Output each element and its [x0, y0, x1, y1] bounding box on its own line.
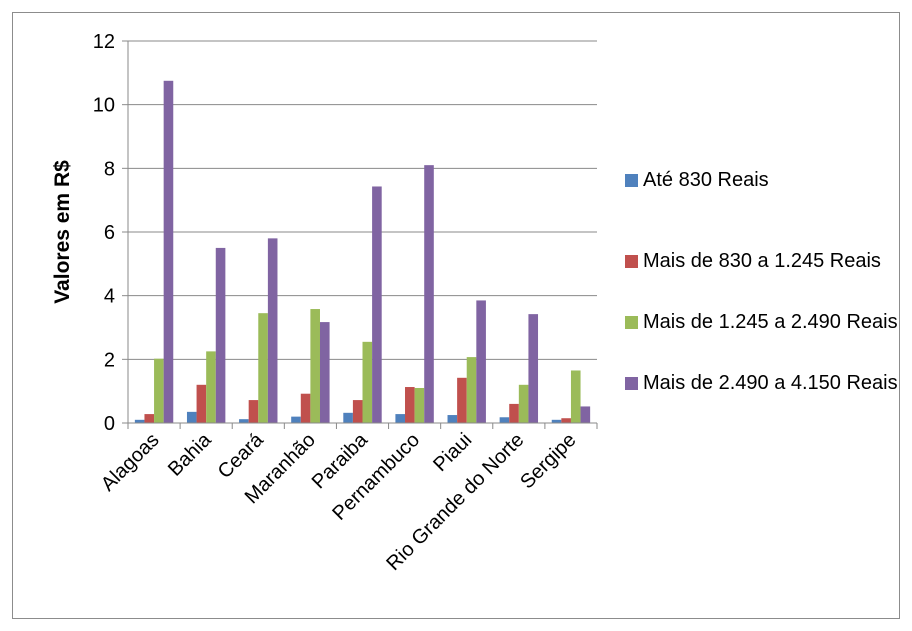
bar	[352, 400, 363, 423]
bar	[310, 309, 320, 423]
bar	[414, 387, 425, 423]
legend-label: Mais de 830 a 1.245 Reais	[643, 250, 881, 272]
chart-area	[12, 12, 900, 619]
legend-item: Mais de 1.245 a 2.490 Reais	[625, 307, 910, 337]
bar	[509, 403, 519, 423]
bar	[570, 370, 581, 423]
x-tick-label: Piaui	[429, 429, 476, 476]
bar	[258, 313, 268, 423]
y-tick-labels: 0 2 4 6 8 10 12	[93, 31, 115, 435]
bar	[154, 358, 164, 423]
bar	[196, 384, 207, 423]
y-tick-label: 0	[104, 413, 115, 435]
bar	[343, 412, 353, 423]
gridlines	[122, 40, 597, 424]
bar	[362, 341, 373, 423]
bar	[447, 415, 458, 423]
legend-swatch	[625, 377, 638, 390]
bar	[291, 416, 301, 423]
bar	[518, 384, 529, 423]
legend-label: Até 830 Reais	[643, 169, 769, 191]
bar	[561, 418, 571, 423]
legend-item: Mais de 2.490 a 4.150 Reais	[625, 368, 910, 398]
y-tick-label: 2	[104, 349, 115, 371]
legend-item: Mais de 830 a 1.245 Reais	[625, 246, 910, 276]
x-tick-label: Alagoas	[97, 429, 164, 496]
legend-label: Mais de 1.245 a 2.490 Reais	[643, 311, 898, 333]
bar	[239, 419, 249, 423]
bar	[424, 165, 434, 423]
bar	[134, 419, 145, 423]
y-tick-label: 8	[104, 158, 115, 180]
bar	[476, 300, 486, 423]
bar	[319, 322, 330, 423]
legend: Até 830 Reais Mais de 830 a 1.245 Reais …	[625, 165, 910, 429]
x-tick-label: Sergipe	[516, 429, 580, 493]
bar	[457, 377, 467, 423]
legend-swatch	[625, 316, 638, 329]
y-tick-label: 4	[104, 286, 115, 308]
bar	[551, 419, 562, 423]
bar	[580, 406, 591, 423]
bars	[134, 80, 591, 424]
legend-item: Até 830 Reais	[625, 165, 910, 195]
bar	[300, 393, 311, 423]
bar	[395, 414, 406, 423]
bar	[528, 314, 539, 423]
bar	[248, 400, 259, 423]
y-tick-label: 6	[104, 222, 115, 244]
x-tick-label: Bahia	[164, 428, 216, 480]
legend-label: Mais de 2.490 a 4.150 Reais	[643, 372, 898, 394]
axes	[127, 41, 598, 429]
y-axis-title: Valores em R$	[51, 160, 74, 304]
y-tick-label: 10	[93, 95, 115, 117]
bar	[372, 186, 382, 423]
bar	[405, 387, 415, 423]
bar	[466, 357, 477, 423]
legend-swatch	[625, 255, 638, 268]
x-tick-labels: Alagoas BahiaCearáMaranhãoParaibaPernambu…	[97, 428, 581, 575]
bar	[163, 80, 174, 424]
bar	[215, 247, 226, 423]
legend-swatch	[625, 174, 638, 187]
bar	[267, 238, 278, 423]
bar	[186, 411, 197, 423]
y-tick-label: 12	[93, 31, 115, 53]
bar	[499, 417, 510, 423]
bar	[206, 351, 216, 423]
bar	[144, 414, 155, 423]
